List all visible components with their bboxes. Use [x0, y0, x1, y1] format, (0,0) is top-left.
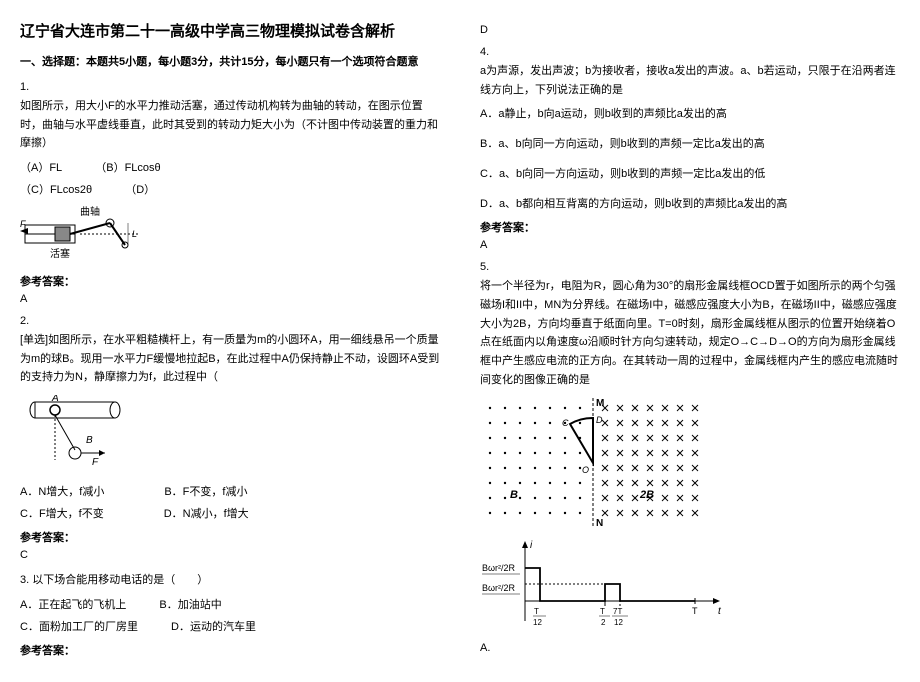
- svg-text:Bωr²/2R: Bωr²/2R: [482, 563, 516, 573]
- q2-opt-d: D．N减小，f增大: [164, 505, 249, 521]
- q1-opt-b: （B）FLcosθ: [95, 159, 160, 175]
- q1-opt-d: （D）: [125, 181, 155, 197]
- q3-num: 3.: [20, 574, 29, 586]
- svg-text:N: N: [596, 518, 603, 528]
- svg-text:T: T: [692, 606, 698, 616]
- q1-diagram: 曲轴 L 活塞 F: [20, 205, 440, 265]
- q3-opt-b: B．加油站中: [159, 596, 221, 612]
- svg-text:2: 2: [601, 618, 606, 627]
- q4-text: a为声源，发出声波；b为接收者，接收a发出的声波。a、b若运动，只限于在沿两者连…: [480, 62, 900, 99]
- q4-opt-a: A．a静止，b向a运动，则b收到的声频比a发出的高: [480, 105, 900, 121]
- svg-text:A: A: [51, 395, 59, 404]
- svg-text:F: F: [20, 219, 26, 229]
- svg-text:M: M: [596, 398, 604, 409]
- svg-text:t: t: [718, 606, 722, 617]
- svg-text:Bωr²/2R: Bωr²/2R: [482, 583, 516, 593]
- q3-opt-a: A．正在起飞的飞机上: [20, 596, 126, 612]
- q1-text: 如图所示，用大小F的水平力推动活塞，通过传动机构转为曲轴的转动，在图示位置时，曲…: [20, 97, 440, 153]
- q3-answer-label: 参考答案：: [20, 642, 440, 658]
- q2-answer-label: 参考答案：: [20, 529, 440, 545]
- svg-text:2B: 2B: [639, 489, 654, 501]
- svg-text:T: T: [534, 607, 539, 616]
- q2-diagram: A B F: [20, 395, 440, 475]
- q2-opt-b: B．F不变，f减小: [164, 483, 247, 499]
- svg-text:曲轴: 曲轴: [80, 205, 100, 218]
- svg-text:B: B: [86, 435, 93, 446]
- q3-opt-c: C．面粉加工厂的厂房里: [20, 618, 138, 634]
- svg-text:活塞: 活塞: [50, 247, 70, 260]
- q1-opt-a: （A）FL: [20, 159, 62, 175]
- q4-answer-label: 参考答案：: [480, 219, 900, 235]
- q1-answer: A: [20, 293, 440, 305]
- q4-opt-c: C．a、b向同一方向运动，则b收到的声频一定比a发出的低: [480, 165, 900, 181]
- q5-text: 将一个半径为r，电阻为R，圆心角为30°的扇形金属线框OCD置于如图所示的两个匀…: [480, 277, 900, 389]
- q3-answer: D: [480, 24, 900, 36]
- q2-opt-a: A．N增大，f减小: [20, 483, 104, 499]
- q4-num: 4.: [480, 46, 900, 58]
- q2-num: 2.: [20, 315, 440, 327]
- svg-text:D: D: [596, 415, 603, 425]
- exam-title: 辽宁省大连市第二十一高级中学高三物理模拟试卷含解析: [20, 20, 440, 41]
- q5-opt-a-label: A.: [480, 642, 490, 654]
- svg-text:L: L: [132, 229, 137, 239]
- q5-num: 5.: [480, 261, 900, 273]
- svg-text:i: i: [530, 540, 533, 551]
- q3-opt-d: D．运动的汽车里: [171, 618, 256, 634]
- q1-answer-label: 参考答案：: [20, 273, 440, 289]
- q1-opt-c: （C）FLcos2θ: [20, 181, 92, 197]
- svg-text:B: B: [510, 489, 518, 501]
- svg-text:12: 12: [533, 618, 542, 627]
- svg-text:12: 12: [614, 618, 623, 627]
- q4-answer: A: [480, 239, 900, 251]
- q2-text: [单选]如图所示，在水平粗糙横杆上，有一质量为m的小圆环A，用一细线悬吊一个质量…: [20, 331, 440, 387]
- svg-text:C: C: [562, 418, 569, 428]
- q2-opt-c: C．F增大，f不变: [20, 505, 104, 521]
- q5-chart-a: i t Bωr²/2R Bωr²/2R T 12: [480, 536, 900, 654]
- svg-text:7T: 7T: [613, 607, 622, 616]
- svg-text:O: O: [582, 465, 589, 475]
- q4-opt-d: D．a、b都向相互背离的方向运动，则b收到的声频比a发出的高: [480, 195, 900, 211]
- q3-text: 以下场合能用移动电话的是（ ）: [32, 574, 208, 586]
- svg-text:T: T: [600, 607, 605, 616]
- q2-answer: C: [20, 549, 440, 561]
- section-1-header: 一、选择题：本题共5小题，每小题3分，共计15分，每小题只有一个选项符合题意: [20, 53, 440, 69]
- q5-field-diagram: M N D C O B 2B: [480, 398, 900, 528]
- q4-opt-b: B．a、b向同一方向运动，则b收到的声频一定比a发出的高: [480, 135, 900, 151]
- q1-num: 1.: [20, 81, 440, 93]
- svg-text:F: F: [92, 457, 99, 468]
